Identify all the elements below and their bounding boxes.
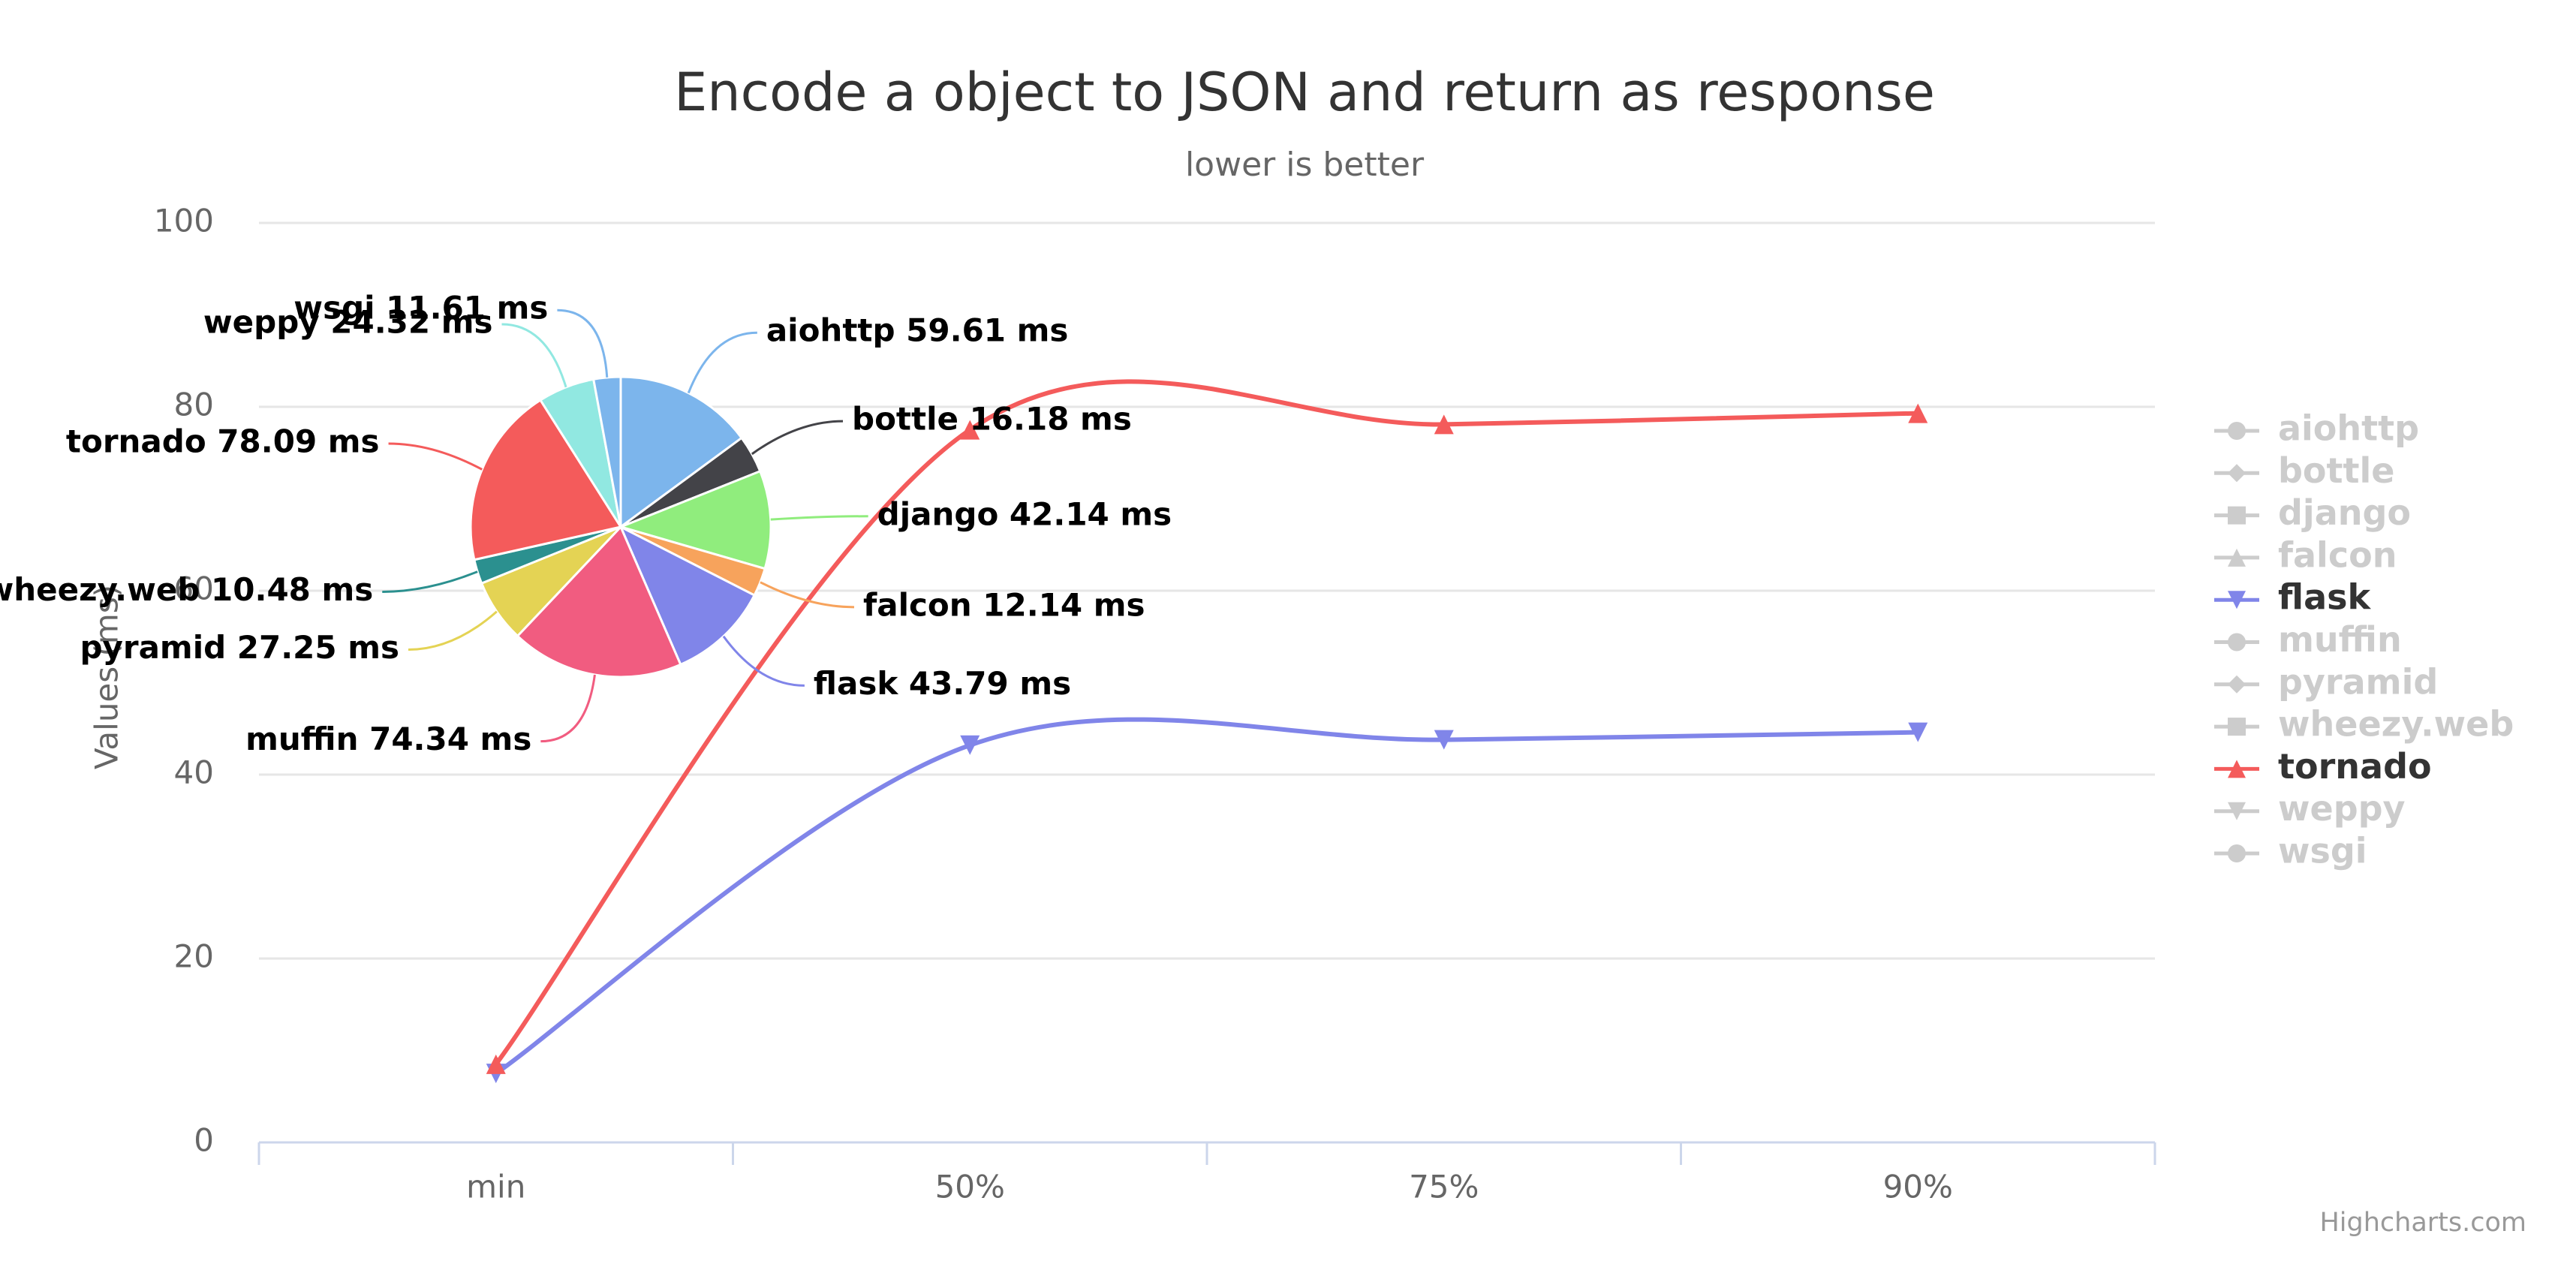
y-tick-label: 100	[154, 203, 214, 239]
series-line	[495, 717, 1918, 1076]
data-label: weppy 24.32 ms	[203, 303, 493, 340]
data-label: tornado 78.09 ms	[66, 423, 380, 459]
legend-symbol	[2228, 506, 2246, 525]
credits[interactable]: Highcharts.com	[2319, 1208, 2526, 1238]
label-connector	[751, 420, 844, 456]
label-connector	[722, 635, 805, 687]
label-connector	[540, 674, 596, 743]
data-point	[486, 1054, 506, 1074]
legend-item[interactable]: pyramid	[2278, 661, 2438, 702]
series-layer	[486, 379, 1928, 1084]
label-connector	[501, 323, 567, 388]
label-connector	[770, 515, 868, 521]
y-tick-label: 0	[194, 1122, 214, 1159]
y-tick-label: 20	[174, 938, 214, 975]
legend-item[interactable]: django	[2278, 492, 2411, 533]
data-label: flask 43.79 ms	[814, 665, 1071, 702]
data-label: wsgi 11.61 ms	[293, 290, 548, 327]
data-point	[960, 420, 980, 440]
legend-item[interactable]: tornado	[2278, 746, 2432, 787]
legend-symbol	[2228, 591, 2246, 609]
legend-item[interactable]: flask	[2278, 577, 2372, 618]
x-tick-label: 50%	[935, 1169, 1005, 1205]
data-label: wheezy.web 10.48 ms	[0, 571, 373, 608]
x-tick-label: 90%	[1883, 1169, 1953, 1205]
x-tick-label: min	[466, 1169, 525, 1205]
y-tick-label: 60	[174, 570, 214, 607]
label-connector	[760, 581, 855, 609]
data-label: muffin 74.34 ms	[245, 721, 531, 757]
legend-symbol	[2228, 464, 2246, 483]
legend-symbol	[2228, 802, 2246, 820]
pie-slice	[469, 398, 623, 561]
legend-symbol	[2228, 675, 2246, 694]
label-connector	[382, 570, 478, 593]
legend-item[interactable]: muffin	[2278, 619, 2402, 660]
legend-symbol	[2228, 548, 2246, 567]
chart-title: Encode a object to JSON and return as re…	[674, 62, 1935, 123]
data-point	[1908, 403, 1928, 423]
legend-item[interactable]: wheezy.web	[2278, 704, 2514, 745]
legend-symbol	[2228, 760, 2246, 778]
data-label: falcon 12.14 ms	[863, 586, 1145, 623]
legend-item[interactable]: wsgi	[2278, 831, 2367, 871]
label-connector	[408, 610, 498, 652]
legend-symbol	[2228, 718, 2246, 736]
data-label: pyramid 27.25 ms	[80, 629, 399, 666]
y-axis-title: Values (ms)	[89, 585, 125, 769]
x-tick-label: 75%	[1409, 1169, 1479, 1205]
label-connector	[557, 308, 609, 378]
legend-symbol	[2228, 844, 2246, 862]
y-tick-label: 40	[174, 754, 214, 791]
legend-symbol	[2228, 633, 2246, 652]
data-point	[1434, 730, 1454, 750]
data-label: django 42.14 ms	[877, 495, 1172, 532]
data-label: aiohttp 59.61 ms	[766, 312, 1069, 349]
series-line	[494, 379, 1918, 1066]
label-connector	[687, 331, 757, 394]
legend-item[interactable]: weppy	[2278, 788, 2406, 829]
data-point	[1434, 414, 1454, 435]
data-label: bottle 16.18 ms	[852, 401, 1132, 438]
data-point	[1908, 722, 1928, 742]
pie-slice	[619, 375, 744, 529]
y-tick-label: 80	[174, 387, 214, 423]
chart-subtitle: lower is better	[1185, 146, 1425, 184]
legend-item[interactable]: bottle	[2278, 450, 2394, 491]
label-connector	[388, 442, 483, 471]
data-point	[960, 735, 980, 755]
legend-item[interactable]: aiohttp	[2278, 408, 2419, 449]
legend-item[interactable]: falcon	[2278, 534, 2397, 575]
legend-symbol	[2228, 422, 2246, 440]
